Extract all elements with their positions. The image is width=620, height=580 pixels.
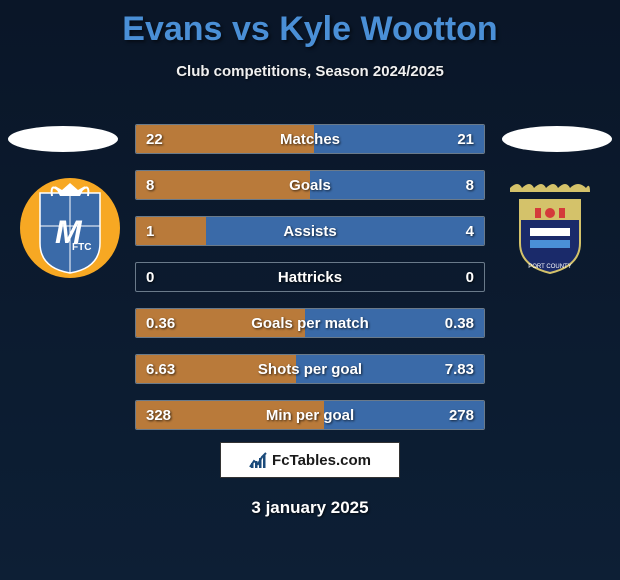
player1-name: Evans (122, 10, 222, 48)
stat-label: Goals per match (136, 309, 484, 337)
stat-label: Assists (136, 217, 484, 245)
mansfield-crest-icon: M FTC (20, 178, 120, 278)
stat-row: 00Hattricks (135, 262, 485, 292)
vs-word: vs (232, 10, 270, 48)
brand-text: FcTables.com (272, 452, 371, 469)
stockport-crest-icon: PORT COUNTY (500, 178, 600, 278)
fctables-logo: FcTables.com (220, 442, 400, 478)
stat-label: Goals (136, 171, 484, 199)
svg-text:PORT COUNTY: PORT COUNTY (528, 264, 571, 270)
stat-row: 2221Matches (135, 124, 485, 154)
stat-label: Shots per goal (136, 355, 484, 383)
stats-container: 2221Matches 88Goals 14Assists 00Hattricks 0.… (135, 124, 485, 430)
comparison-title: Evans vs Kyle Wootton (0, 0, 620, 49)
stat-row: 14Assists (135, 216, 485, 246)
stat-row: 88Goals (135, 170, 485, 200)
chart-icon (249, 451, 267, 469)
team2-badge: PORT COUNTY (500, 178, 600, 278)
stat-label: Matches (136, 125, 484, 153)
stat-row: 6.637.83Shots per goal (135, 354, 485, 384)
team1-badge: M FTC (20, 178, 120, 278)
subtitle: Club competitions, Season 2024/2025 (0, 63, 620, 80)
stat-label: Hattricks (136, 263, 484, 291)
date: 3 january 2025 (0, 498, 620, 518)
stat-row: 0.360.38Goals per match (135, 308, 485, 338)
player2-oval (502, 126, 612, 152)
player2-name: Kyle Wootton (279, 10, 497, 48)
svg-text:FTC: FTC (72, 242, 91, 253)
stat-row: 328278Min per goal (135, 400, 485, 430)
player1-oval (8, 126, 118, 152)
stat-label: Min per goal (136, 401, 484, 429)
